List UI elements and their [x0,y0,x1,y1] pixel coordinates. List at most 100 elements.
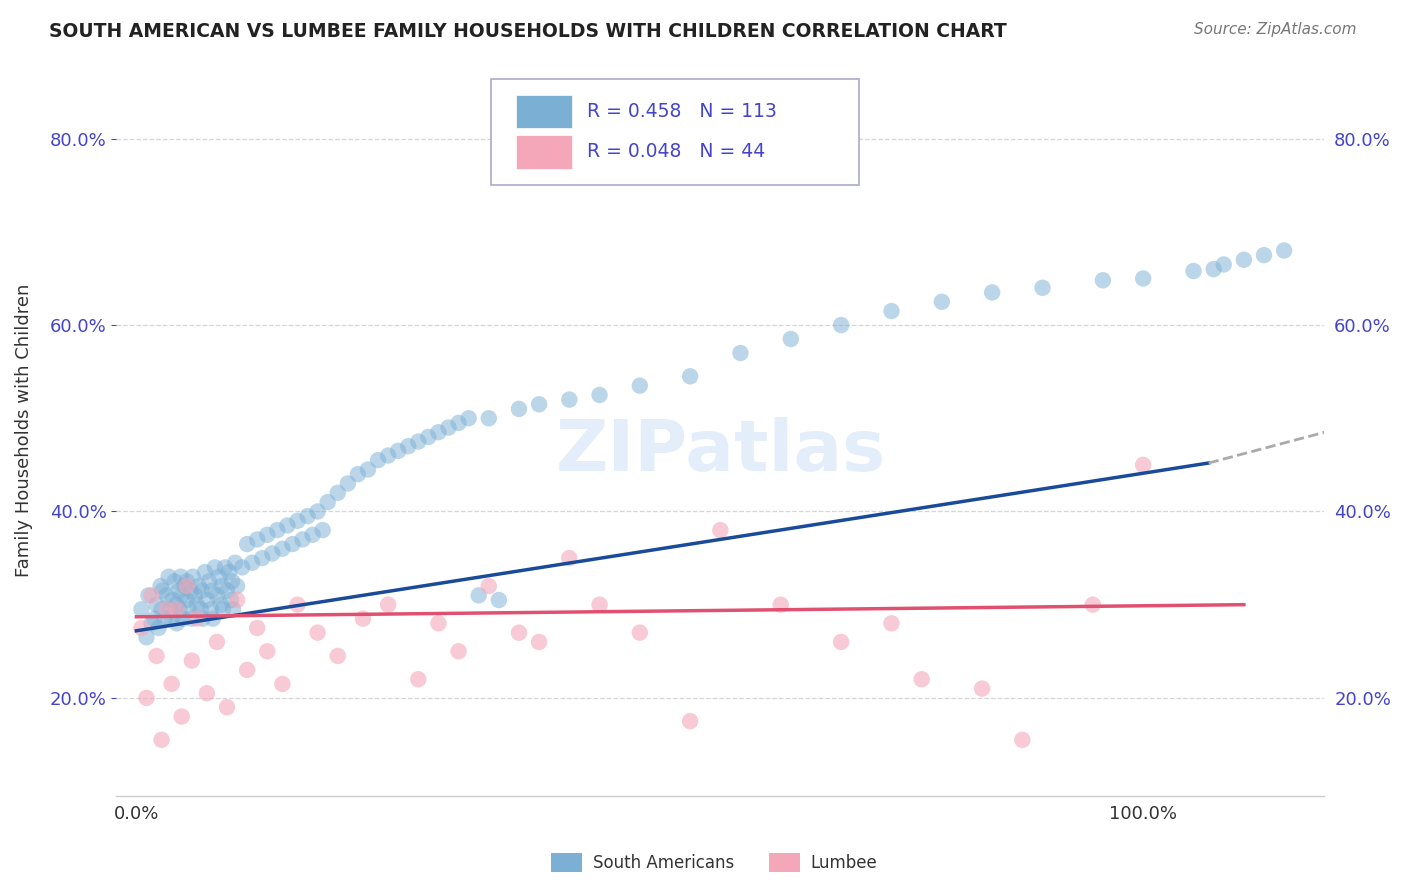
Point [186,598,208,612]
Point [326,485,349,500]
Point [447,644,470,658]
Point [215,583,238,598]
Point [170,570,193,584]
Point [173,579,195,593]
Point [180,583,202,598]
Point [181,570,204,584]
Point [326,648,349,663]
Point [180,612,202,626]
Point [215,700,238,714]
Point [377,598,399,612]
Text: R = 0.458   N = 113: R = 0.458 N = 113 [588,102,778,121]
Point [679,369,702,384]
Point [211,579,233,593]
Point [198,574,221,589]
Point [155,588,177,602]
Point [224,556,246,570]
Point [231,560,253,574]
Point [1091,273,1114,287]
Point [266,523,288,537]
Text: Lumbee: Lumbee [811,854,877,871]
Point [160,612,183,626]
FancyBboxPatch shape [491,78,859,185]
Point [205,588,228,602]
Point [169,602,191,616]
Point [271,677,294,691]
Point [981,285,1004,300]
Point [427,425,450,440]
Point [830,318,852,332]
Point [176,579,198,593]
Point [190,602,212,616]
Point [709,523,731,537]
Point [352,612,374,626]
Point [212,602,235,616]
Point [437,420,460,434]
Point [218,565,240,579]
Text: SOUTH AMERICAN VS LUMBEE FAMILY HOUSEHOLDS WITH CHILDREN CORRELATION CHART: SOUTH AMERICAN VS LUMBEE FAMILY HOUSEHOL… [49,22,1007,41]
Point [301,528,323,542]
Point [730,346,752,360]
Point [208,570,231,584]
Point [191,583,214,598]
Point [252,551,274,566]
Point [311,523,333,537]
Point [427,616,450,631]
Point [145,648,167,663]
Point [880,616,903,631]
Point [408,672,430,686]
Point [1272,244,1295,258]
Point [226,593,249,607]
Point [246,621,269,635]
Point [143,612,166,626]
Point [256,644,278,658]
Point [1212,257,1234,271]
FancyBboxPatch shape [516,135,572,169]
Y-axis label: Family Households with Children: Family Households with Children [15,284,32,576]
Point [307,625,329,640]
Point [221,574,243,589]
Text: R = 0.048   N = 44: R = 0.048 N = 44 [588,143,766,161]
Point [347,467,370,482]
Point [163,574,186,589]
Point [153,612,176,626]
Point [222,602,245,616]
Point [1031,281,1053,295]
Point [316,495,339,509]
Point [246,533,269,547]
Point [367,453,389,467]
Point [408,434,430,449]
Point [240,556,263,570]
Point [159,602,181,616]
Point [478,411,501,425]
Point [769,598,792,612]
Point [135,630,157,644]
Point [588,388,610,402]
Point [148,621,170,635]
Point [1233,252,1256,267]
Point [141,588,163,602]
Point [150,602,173,616]
Point [307,504,329,518]
Point [972,681,994,696]
Point [195,593,218,607]
Point [276,518,298,533]
Point [588,598,610,612]
Point [204,560,226,574]
Point [201,583,224,598]
Point [131,602,153,616]
Point [679,714,702,729]
Point [291,533,314,547]
Point [336,476,359,491]
Point [488,593,510,607]
Point [271,541,294,556]
Point [911,672,934,686]
Point [138,588,160,602]
Point [1253,248,1275,262]
Point [508,401,530,416]
Point [478,579,501,593]
Point [880,304,903,318]
Point [167,583,190,598]
Point [172,612,194,626]
Text: ZIPatlas: ZIPatlas [555,417,886,486]
